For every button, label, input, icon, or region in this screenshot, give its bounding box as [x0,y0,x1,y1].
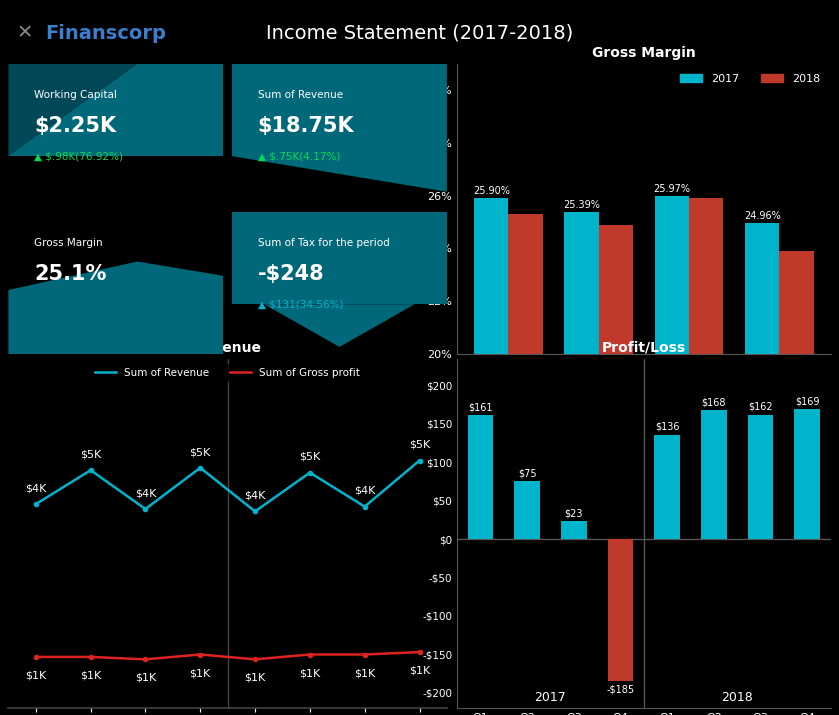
Bar [508,214,543,715]
Text: $2.25K: $2.25K [34,117,117,137]
Polygon shape [232,212,447,304]
Text: ▲ $131(34.56%): ▲ $131(34.56%) [258,299,343,309]
Text: ✕: ✕ [17,24,33,43]
Text: 2017: 2017 [534,691,566,704]
Text: $1K: $1K [244,673,266,683]
Text: $4K: $4K [244,490,266,500]
Text: -$185: -$185 [607,684,634,694]
Text: $18.75K: $18.75K [258,117,354,137]
Text: $1K: $1K [354,668,375,678]
Text: $1K: $1K [80,671,102,681]
Text: $23: $23 [565,508,583,518]
Polygon shape [264,304,414,347]
Polygon shape [8,64,223,156]
Legend: Sum of Revenue, Sum of Gross profit: Sum of Revenue, Sum of Gross profit [91,364,364,383]
Bar [779,251,814,715]
Legend: 2017, 2018: 2017, 2018 [675,69,825,88]
Bar [474,198,508,715]
Text: ▲ $.98K(76.92%): ▲ $.98K(76.92%) [34,151,123,161]
Text: $161: $161 [468,403,492,413]
Text: $1K: $1K [135,673,156,683]
Text: $75: $75 [518,468,536,478]
Text: $1K: $1K [300,668,320,678]
Text: Finanscorp: Finanscorp [45,24,166,43]
Text: Sum of Revenue: Sum of Revenue [258,90,343,100]
Text: $5K: $5K [80,450,102,460]
Text: 25.97%: 25.97% [654,184,690,194]
Text: $4K: $4K [354,486,375,496]
Text: $4K: $4K [135,488,156,498]
Polygon shape [8,64,138,156]
Bar [565,212,599,715]
Text: $5K: $5K [190,447,211,457]
Text: $1K: $1K [409,666,430,676]
Title: Revenue: Revenue [194,341,262,355]
Text: Income Statement (2017-2018): Income Statement (2017-2018) [266,24,573,43]
Bar [607,539,633,681]
Text: 25.39%: 25.39% [563,199,600,209]
Text: 25.90%: 25.90% [472,186,509,196]
Bar [654,435,680,539]
Text: $162: $162 [748,402,773,412]
Text: $1K: $1K [25,671,46,681]
Text: $136: $136 [655,422,680,432]
Text: Working Capital: Working Capital [34,90,117,100]
Text: 2018: 2018 [722,691,753,704]
Text: 24.96%: 24.96% [744,211,780,221]
Text: Gross Margin: Gross Margin [34,238,103,248]
Text: $1K: $1K [190,668,211,678]
Bar [654,197,689,715]
Bar [701,410,727,539]
Bar [514,481,540,539]
Text: 25.1%: 25.1% [34,265,107,285]
Bar [745,223,779,715]
Text: ▲ $.75K(4.17%): ▲ $.75K(4.17%) [258,151,340,161]
Text: $5K: $5K [300,452,320,462]
Text: $5K: $5K [409,440,430,450]
Bar [795,409,820,539]
Bar [748,415,774,539]
Text: $168: $168 [701,397,726,407]
Bar [689,198,723,715]
Text: -$248: -$248 [258,265,325,285]
Bar [467,415,493,539]
Text: Sum of Tax for the period: Sum of Tax for the period [258,238,389,248]
Polygon shape [232,64,447,192]
Text: $169: $169 [795,396,820,406]
Bar [561,521,586,539]
Polygon shape [8,262,223,354]
Bar [599,225,633,715]
Text: $4K: $4K [25,483,46,493]
Title: Profit/Loss: Profit/Loss [602,341,686,355]
Title: Gross Margin: Gross Margin [592,46,696,59]
